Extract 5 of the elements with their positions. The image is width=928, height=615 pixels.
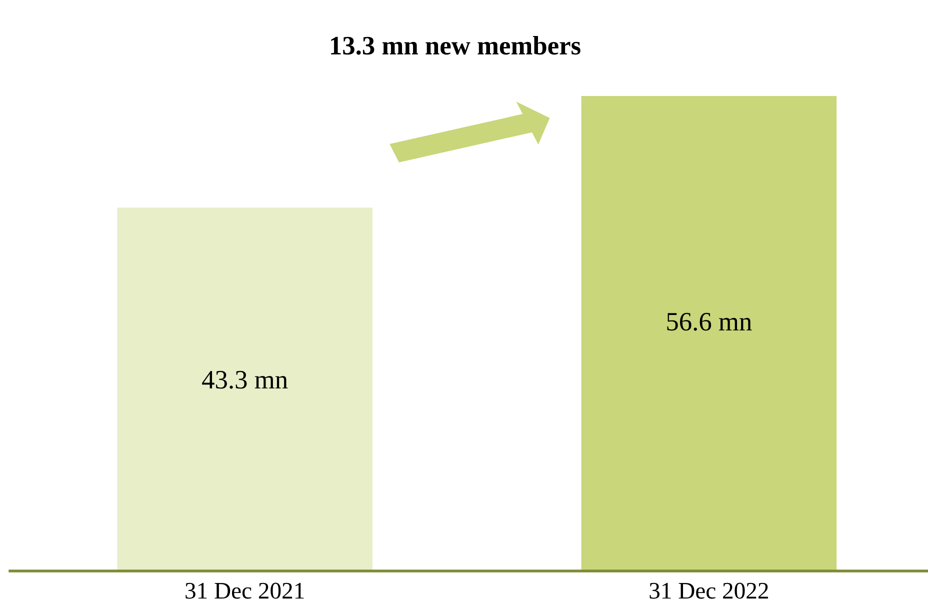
data-label: 43.3 mn: [202, 370, 288, 389]
data-label: 56.6 mn: [667, 312, 752, 331]
x-tick-label: 31 Dec 2021: [186, 582, 304, 599]
x-tick-label: 31 Dec 2022: [650, 582, 768, 599]
text: 13.3 mn new members: [331, 36, 580, 55]
